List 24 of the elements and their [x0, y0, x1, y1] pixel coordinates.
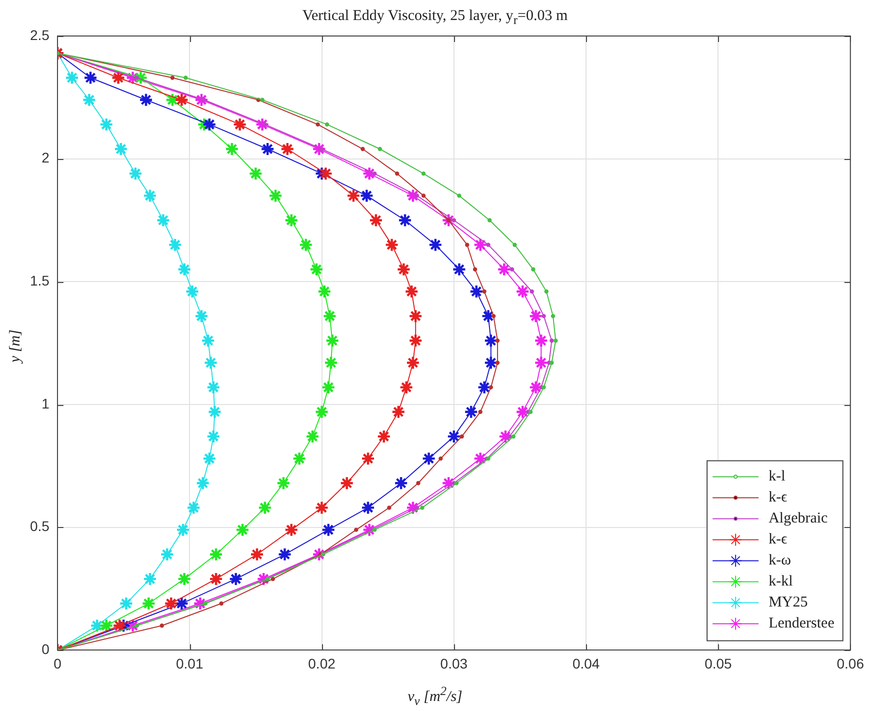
legend-label: k-ϵ: [768, 490, 788, 506]
legend-label: MY25: [768, 594, 808, 611]
x-tick-label: 0.04: [572, 655, 600, 672]
legend-label: k-l: [768, 468, 786, 485]
y-tick-label: 2: [42, 150, 50, 166]
x-tick-label: 0: [54, 655, 62, 672]
legend-label: Algebraic: [768, 510, 828, 527]
y-tick-label: 1.5: [30, 272, 50, 289]
y-tick-label: 2.5: [30, 26, 50, 43]
legend-label: k-ω: [768, 552, 792, 569]
x-tick-label: 0.05: [704, 655, 732, 672]
y-tick-label: 0.5: [30, 518, 50, 534]
x-tick-label: 0.02: [308, 655, 336, 672]
y-axis-title: y [m]: [8, 330, 24, 362]
legend-label: k-kl: [768, 574, 793, 590]
y-tick-label: 1: [42, 395, 50, 412]
x-axis-title: ν$_{v}$ [m$^{2}$/s]: [406, 684, 464, 709]
x-tick-label: 0.03: [440, 655, 468, 672]
chart-title: Vertical Eddy Viscosity, 25 layer, y$_{r}$=0.03 m: [301, 8, 569, 28]
x-tick-label: 0.01: [176, 655, 204, 672]
legend-label: Lenderstee: [768, 616, 835, 632]
x-tick-label: 0.06: [836, 655, 864, 672]
y-tick-label: 0: [42, 641, 50, 658]
legend-label: k-ϵ: [768, 532, 788, 548]
